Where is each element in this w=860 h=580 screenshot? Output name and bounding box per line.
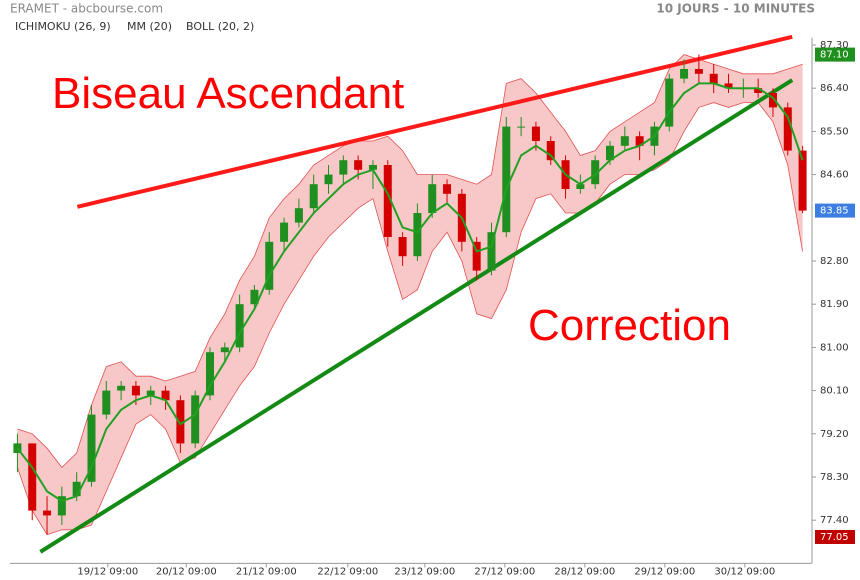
legend-entry: BOLL (20, 2) bbox=[186, 20, 254, 33]
candle-body bbox=[798, 150, 807, 211]
chart-subtitle: 10 JOURS - 10 MINUTES bbox=[656, 2, 815, 16]
candle-body bbox=[517, 126, 526, 128]
price-tag bbox=[815, 530, 855, 544]
candle-body bbox=[161, 390, 170, 401]
y-tick-label: 86.40 bbox=[820, 83, 849, 94]
candle-body bbox=[102, 390, 111, 415]
candle-body bbox=[383, 165, 392, 237]
candle-body bbox=[235, 304, 244, 348]
candle-body bbox=[191, 395, 200, 444]
legend-entry: ICHIMOKU (26, 9) bbox=[15, 20, 111, 33]
candle-body bbox=[131, 385, 140, 396]
trend-line bbox=[39, 78, 794, 554]
x-tick-label: 27/12 09:00 bbox=[474, 566, 535, 577]
legend-entry: MM (20) bbox=[127, 20, 172, 33]
y-tick-label: 84.60 bbox=[820, 170, 849, 181]
y-tick-label: 77.40 bbox=[820, 515, 849, 526]
y-tick-label: 85.50 bbox=[820, 126, 849, 137]
candle-body bbox=[250, 289, 259, 305]
x-tick-label: 22/12 09:00 bbox=[317, 566, 378, 577]
x-tick-label: 20/12 09:00 bbox=[156, 566, 217, 577]
candle-body bbox=[117, 385, 126, 391]
candle-body bbox=[576, 184, 585, 189]
trend-line bbox=[76, 34, 793, 209]
candle-body bbox=[309, 184, 318, 209]
annotation: Correction bbox=[528, 301, 731, 350]
candle-body bbox=[324, 174, 333, 185]
candle-body bbox=[413, 213, 422, 257]
y-tick-label: 79.20 bbox=[820, 429, 849, 440]
candle-body bbox=[606, 145, 614, 161]
candle-body bbox=[220, 347, 229, 353]
candle-body bbox=[783, 107, 792, 151]
candle-body bbox=[724, 83, 733, 89]
candle-body bbox=[206, 352, 214, 396]
annotation: Biseau Ascendant bbox=[52, 69, 404, 118]
y-tick-label: 82.80 bbox=[820, 256, 849, 267]
candle-body bbox=[43, 510, 52, 516]
candle-body bbox=[709, 73, 718, 84]
candle-body bbox=[487, 232, 496, 271]
x-tick-label: 30/12 09:00 bbox=[714, 566, 775, 577]
price-tag-label: 77.05 bbox=[820, 532, 849, 543]
candle-body bbox=[531, 126, 540, 141]
chart-title: ERAMET - abcbourse.com bbox=[10, 2, 163, 16]
plot-area: 87.30 86.40 85.50 84.60 82.80 81.90 81.00 80.10… bbox=[10, 34, 855, 577]
candle-body bbox=[680, 69, 689, 79]
candle-body bbox=[368, 165, 377, 170]
candle-body bbox=[265, 241, 274, 290]
candle-body bbox=[280, 222, 289, 242]
candle-body bbox=[502, 126, 511, 233]
price-tag bbox=[815, 47, 855, 62]
candle-body bbox=[339, 160, 348, 175]
y-tick-label: 87.30 bbox=[820, 40, 849, 51]
candle-body bbox=[754, 88, 763, 93]
price-tag-label: 83.85 bbox=[820, 206, 849, 217]
y-tick-label: 80.10 bbox=[820, 386, 849, 397]
candle-body bbox=[87, 414, 96, 482]
candle-body bbox=[620, 136, 629, 146]
x-tick-label: 23/12 09:00 bbox=[394, 566, 455, 577]
x-tick-label: 19/12 09:00 bbox=[77, 566, 138, 577]
candle-body bbox=[28, 443, 37, 511]
candle-body bbox=[591, 160, 600, 185]
candle-body bbox=[472, 241, 481, 271]
price-tag bbox=[815, 203, 855, 218]
price-tag-label: 87.10 bbox=[820, 50, 849, 61]
x-tick-label: 29/12 09:00 bbox=[634, 566, 695, 577]
candle-body bbox=[398, 237, 407, 257]
y-tick-label: 78.30 bbox=[820, 472, 849, 483]
moving-average bbox=[16, 82, 804, 503]
x-tick-label: 28/12 09:00 bbox=[554, 566, 615, 577]
candle-body bbox=[694, 69, 703, 74]
candle-body bbox=[146, 390, 155, 396]
x-tick-label: 21/12 09:00 bbox=[236, 566, 297, 577]
candle-body bbox=[428, 184, 437, 213]
candle-body bbox=[665, 78, 674, 127]
y-tick-label: 81.00 bbox=[820, 342, 849, 353]
candle-body bbox=[72, 481, 81, 497]
candle-body bbox=[294, 208, 303, 223]
candle-body bbox=[768, 93, 777, 108]
candle-body bbox=[443, 184, 452, 194]
candle-body bbox=[546, 141, 555, 161]
candle-body bbox=[354, 160, 363, 170]
y-tick-label: 81.90 bbox=[820, 299, 849, 310]
candle-body bbox=[635, 136, 644, 146]
candle-body bbox=[176, 400, 185, 444]
candle-body bbox=[57, 496, 66, 516]
